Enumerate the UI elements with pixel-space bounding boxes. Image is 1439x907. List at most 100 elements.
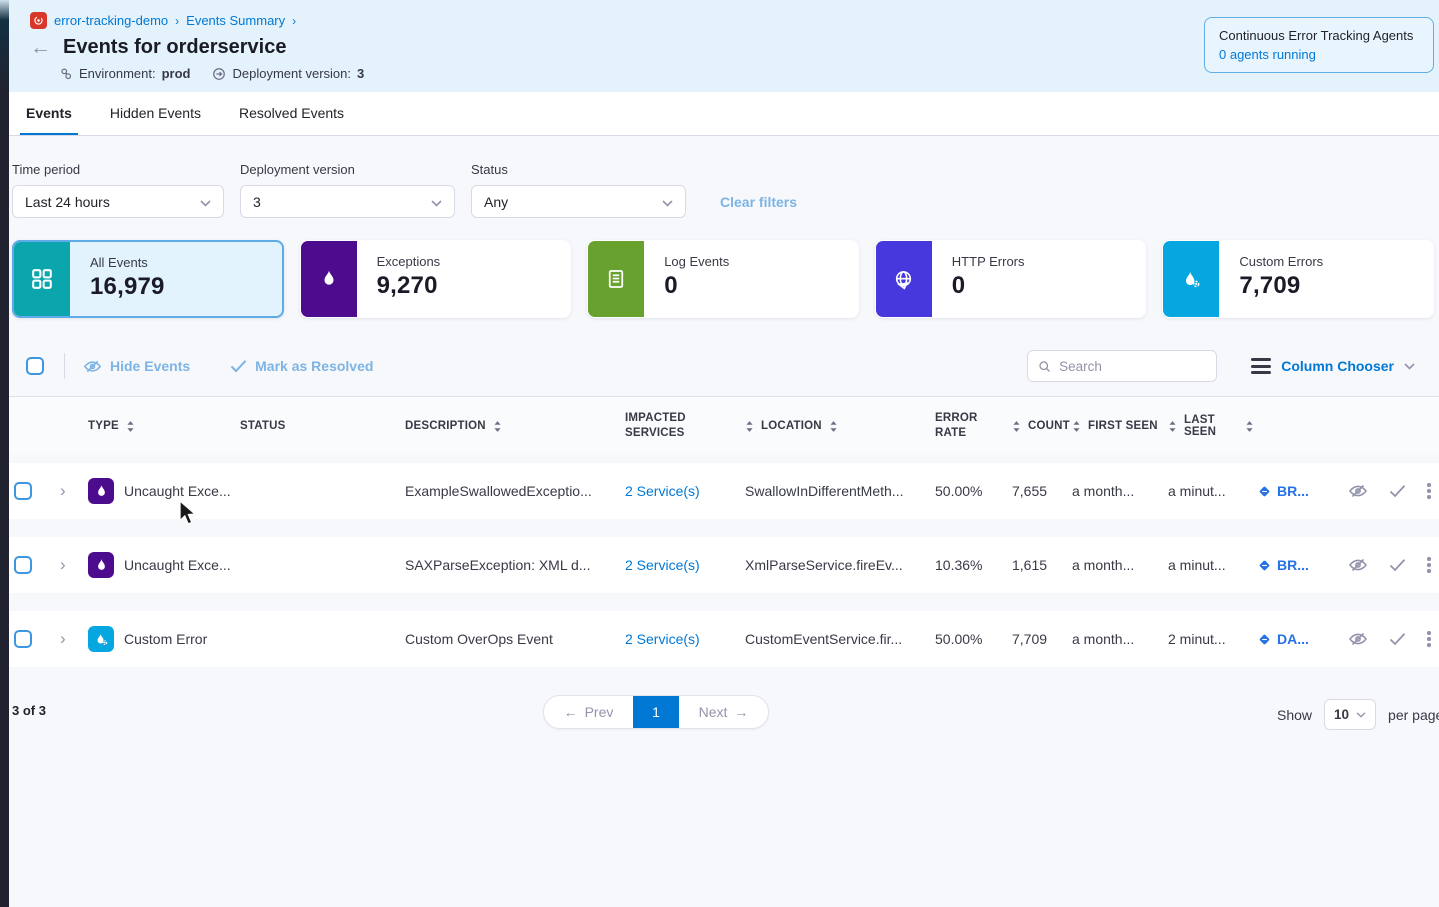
card-value: 0 xyxy=(952,272,1025,300)
column-header-impacted-services[interactable]: IMPACTED SERVICES xyxy=(625,411,745,441)
card-label: Exceptions xyxy=(377,254,441,269)
back-arrow-icon[interactable]: ← xyxy=(30,37,51,58)
mark-resolved-button[interactable]: Mark as Resolved xyxy=(230,358,373,374)
flame-icon xyxy=(88,478,114,504)
search-box xyxy=(1027,350,1217,382)
time-period-select[interactable]: Last 24 hours xyxy=(12,185,224,218)
column-header-error-rate[interactable]: ERROR RATE xyxy=(935,411,1012,441)
globe-icon xyxy=(876,241,932,317)
select-all-checkbox[interactable] xyxy=(26,357,44,375)
card-value: 7,709 xyxy=(1239,272,1323,300)
card-label: Log Events xyxy=(664,254,729,269)
last-seen: a minut... xyxy=(1168,557,1258,573)
deployment-version-value: 3 xyxy=(253,194,261,210)
sort-icon[interactable] xyxy=(829,420,838,433)
time-period-value: Last 24 hours xyxy=(25,194,110,210)
sort-icon[interactable] xyxy=(493,420,502,433)
event-count: 7,709 xyxy=(1012,631,1072,647)
sort-icon[interactable] xyxy=(1012,420,1021,433)
environment-value: prod xyxy=(162,66,191,81)
table-row[interactable]: › Uncaught Exce... ExampleSwallowedExcep… xyxy=(0,463,1439,519)
row-checkbox[interactable] xyxy=(14,630,32,648)
column-header-count[interactable]: COUNT xyxy=(1012,420,1072,433)
hide-event-icon[interactable] xyxy=(1348,481,1368,501)
jira-ticket-link[interactable]: BR... xyxy=(1258,483,1330,499)
http-errors-card[interactable]: HTTP Errors 0 xyxy=(875,240,1147,318)
breadcrumb-separator: › xyxy=(292,14,296,28)
row-menu-icon[interactable] xyxy=(1427,631,1431,647)
sort-icon[interactable] xyxy=(1245,420,1254,433)
column-header-last-seen[interactable]: LAST SEEN xyxy=(1168,414,1258,438)
grid-icon xyxy=(14,242,70,316)
status-select[interactable]: Any xyxy=(471,185,686,218)
first-seen: a month... xyxy=(1072,557,1168,573)
sort-icon[interactable] xyxy=(745,420,754,433)
events-table: TYPE STATUS DESCRIPTION IMPACTED SERVICE… xyxy=(0,396,1439,667)
pagination-summary: 3 of 3 xyxy=(12,703,46,718)
expand-row-icon[interactable]: › xyxy=(56,555,88,575)
hide-events-button[interactable]: Hide Events xyxy=(83,357,190,376)
page-header: error-tracking-demo › Events Summary › ←… xyxy=(0,0,1439,92)
row-checkbox[interactable] xyxy=(14,556,32,574)
sort-icon[interactable] xyxy=(126,420,135,433)
flame-icon xyxy=(301,241,357,317)
breadcrumb-separator: › xyxy=(175,14,179,28)
column-header-description[interactable]: DESCRIPTION xyxy=(405,420,625,433)
tab-resolved-events[interactable]: Resolved Events xyxy=(233,92,350,135)
deployment-version-select[interactable]: 3 xyxy=(240,185,455,218)
log-events-card[interactable]: Log Events 0 xyxy=(587,240,859,318)
impacted-services-link[interactable]: 2 Service(s) xyxy=(625,631,700,647)
resolve-event-icon[interactable] xyxy=(1389,632,1406,646)
arrow-right-icon: → xyxy=(734,704,748,720)
agents-running-link[interactable]: 0 agents running xyxy=(1219,47,1419,62)
document-icon xyxy=(588,241,644,317)
flame-gear-icon xyxy=(1163,241,1219,317)
next-page-button[interactable]: Next → xyxy=(679,696,768,728)
impacted-services-link[interactable]: 2 Service(s) xyxy=(625,483,700,499)
collapsed-sidebar-strip[interactable] xyxy=(0,0,9,907)
table-row[interactable]: › Custom Error Custom OverOps Event 2 Se… xyxy=(0,611,1439,667)
flame-icon xyxy=(88,552,114,578)
column-header-type[interactable]: TYPE xyxy=(88,420,240,433)
search-icon xyxy=(1038,359,1051,374)
error-rate: 50.00% xyxy=(935,631,1012,647)
row-menu-icon[interactable] xyxy=(1427,557,1431,573)
page-size-select[interactable]: 10 xyxy=(1324,699,1376,730)
search-input[interactable] xyxy=(1059,359,1206,374)
jira-ticket-link[interactable]: DA... xyxy=(1258,631,1330,647)
hide-event-icon[interactable] xyxy=(1348,555,1368,575)
impacted-services-link[interactable]: 2 Service(s) xyxy=(625,557,700,573)
prev-page-button[interactable]: ← Prev xyxy=(544,696,633,728)
row-checkbox[interactable] xyxy=(14,482,32,500)
filters-bar: Time period Last 24 hours Deployment ver… xyxy=(0,136,1439,218)
hide-event-icon[interactable] xyxy=(1348,629,1368,649)
tab-hidden-events[interactable]: Hidden Events xyxy=(104,92,207,135)
column-header-status[interactable]: STATUS xyxy=(240,420,405,432)
column-header-location[interactable]: LOCATION xyxy=(745,420,935,433)
page-title: Events for orderservice xyxy=(63,36,286,59)
jira-ticket-link[interactable]: BR... xyxy=(1258,557,1330,573)
resolve-event-icon[interactable] xyxy=(1389,558,1406,572)
sort-icon[interactable] xyxy=(1072,420,1081,433)
pagination-controls: ← Prev 1 Next → xyxy=(543,695,769,729)
event-type: Custom Error xyxy=(124,631,207,647)
time-period-filter: Time period Last 24 hours xyxy=(12,162,224,218)
expand-row-icon[interactable]: › xyxy=(56,629,88,649)
expand-row-icon[interactable]: › xyxy=(56,481,88,501)
column-chooser-button[interactable]: Column Chooser xyxy=(1251,358,1415,374)
exceptions-card[interactable]: Exceptions 9,270 xyxy=(300,240,572,318)
clear-filters-button[interactable]: Clear filters xyxy=(720,194,797,210)
table-row[interactable]: › Uncaught Exce... SAXParseException: XM… xyxy=(0,537,1439,593)
page-number-button[interactable]: 1 xyxy=(633,696,679,728)
resolve-event-icon[interactable] xyxy=(1389,484,1406,498)
last-seen: a minut... xyxy=(1168,483,1258,499)
tab-events[interactable]: Events xyxy=(20,92,78,135)
event-description: ExampleSwallowedExceptio... xyxy=(405,483,625,499)
row-menu-icon[interactable] xyxy=(1427,483,1431,499)
breadcrumb-project-link[interactable]: error-tracking-demo xyxy=(54,13,168,28)
sort-icon[interactable] xyxy=(1168,420,1177,433)
custom-errors-card[interactable]: Custom Errors 7,709 xyxy=(1162,240,1434,318)
column-header-first-seen[interactable]: FIRST SEEN xyxy=(1072,420,1168,433)
breadcrumb-events-summary-link[interactable]: Events Summary xyxy=(186,13,285,28)
all-events-card[interactable]: All Events 16,979 xyxy=(12,240,284,318)
